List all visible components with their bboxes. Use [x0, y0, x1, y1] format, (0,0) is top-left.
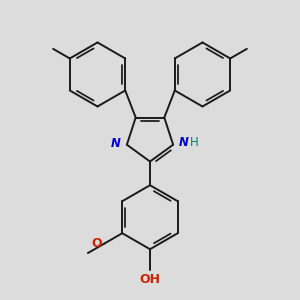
Text: H: H	[190, 136, 199, 149]
Text: OH: OH	[140, 273, 160, 286]
Text: N: N	[111, 137, 121, 150]
Text: O: O	[92, 237, 102, 250]
Text: N: N	[178, 136, 188, 149]
